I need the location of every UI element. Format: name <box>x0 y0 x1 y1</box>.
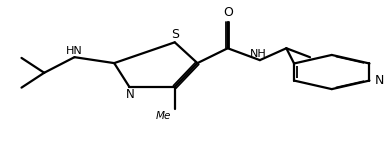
Text: N: N <box>126 88 134 101</box>
Text: NH: NH <box>250 49 266 59</box>
Text: HN: HN <box>66 46 83 56</box>
Text: N: N <box>375 74 384 87</box>
Text: Me: Me <box>156 111 171 121</box>
Text: O: O <box>223 6 233 19</box>
Text: S: S <box>171 28 179 41</box>
